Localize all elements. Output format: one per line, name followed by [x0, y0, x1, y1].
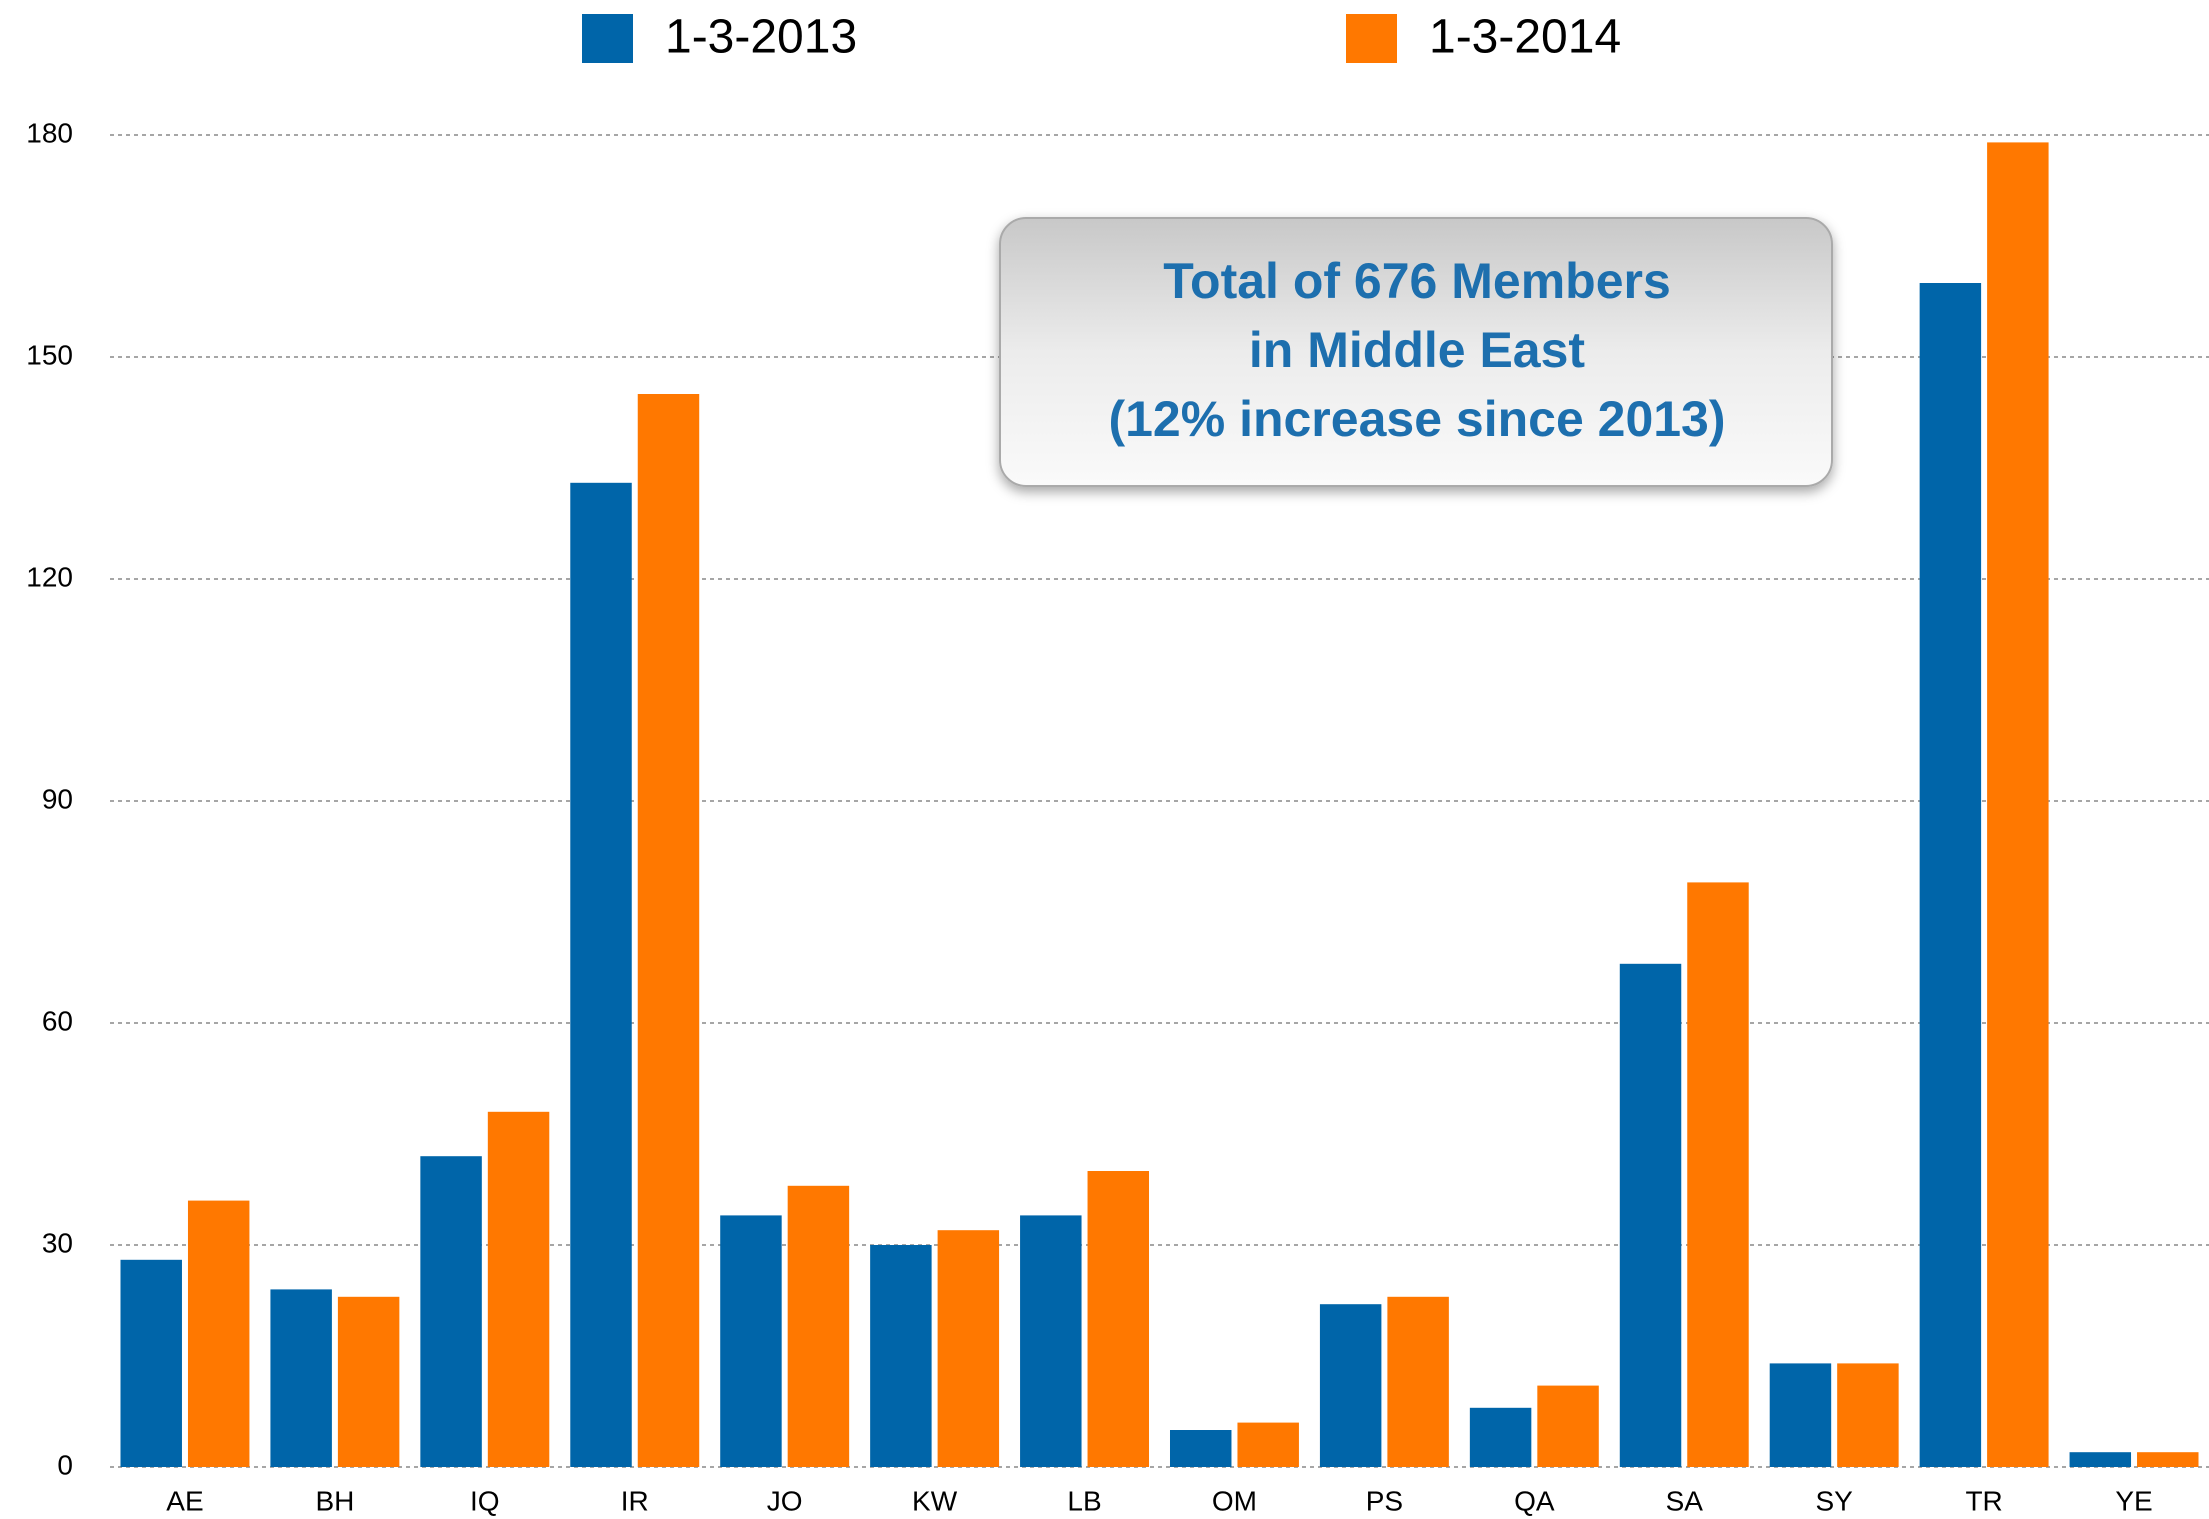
bar — [187, 1200, 250, 1467]
bar — [787, 1185, 850, 1467]
x-tick-label: BH — [315, 1485, 354, 1516]
x-tick-label: SY — [1815, 1485, 1853, 1516]
y-tick-label: 90 — [42, 783, 73, 814]
bar — [270, 1289, 332, 1467]
x-tick-label: LB — [1067, 1485, 1101, 1516]
bar — [870, 1245, 932, 1467]
annotation: in Middle East — [1249, 322, 1586, 378]
bar — [1619, 963, 1682, 1467]
bar — [1469, 1407, 1532, 1467]
bar — [1237, 1422, 1299, 1467]
annotation-box — [999, 217, 1833, 487]
y-tick-label: 30 — [42, 1227, 73, 1258]
x-tick-label: JO — [767, 1485, 803, 1516]
bar — [2069, 1452, 2132, 1467]
bar — [487, 1111, 550, 1467]
bar — [1919, 283, 1982, 1467]
bar — [1169, 1430, 1232, 1467]
x-tick-label: KW — [912, 1485, 958, 1516]
legend-label: 1-3-2013 — [665, 11, 857, 64]
bars — [120, 142, 2199, 1467]
y-tick-label: 180 — [26, 117, 73, 148]
bar — [637, 394, 700, 1467]
bar — [2137, 1452, 2199, 1467]
annotation: Total of 676 Members — [1163, 253, 1671, 309]
bar — [1537, 1385, 1599, 1467]
legend-label: 1-3-2014 — [1429, 11, 1621, 64]
bar — [1387, 1296, 1449, 1467]
x-tick-label: QA — [1514, 1485, 1555, 1516]
bar — [337, 1296, 400, 1467]
x-tick-label: TR — [1965, 1485, 2002, 1516]
bar — [1087, 1171, 1150, 1467]
x-tick-label: AE — [166, 1485, 203, 1516]
x-tick-label: PS — [1366, 1485, 1403, 1516]
bar — [1769, 1363, 1832, 1467]
bar — [720, 1215, 782, 1467]
y-tick-label: 0 — [57, 1449, 73, 1480]
x-tick-label: IQ — [470, 1485, 500, 1516]
annotation: (12% increase since 2013) — [1108, 391, 1725, 447]
x-tick-label: SA — [1666, 1485, 1704, 1516]
bar — [1987, 142, 2049, 1467]
bar — [420, 1156, 482, 1467]
bar — [1687, 882, 1749, 1467]
bar — [1020, 1215, 1082, 1467]
y-tick-label: 120 — [26, 561, 73, 592]
x-tick-label: YE — [2115, 1485, 2152, 1516]
bar — [120, 1259, 182, 1467]
bar — [1837, 1363, 1899, 1467]
bar — [937, 1230, 1000, 1467]
bar — [1319, 1304, 1382, 1467]
x-tick-label: OM — [1212, 1485, 1257, 1516]
y-tick-label: 60 — [42, 1005, 73, 1036]
x-tick-label: IR — [621, 1485, 649, 1516]
y-tick-label: 150 — [26, 339, 73, 370]
bar — [570, 482, 632, 1467]
legend-swatch — [1346, 14, 1397, 63]
legend-swatch — [582, 14, 633, 63]
